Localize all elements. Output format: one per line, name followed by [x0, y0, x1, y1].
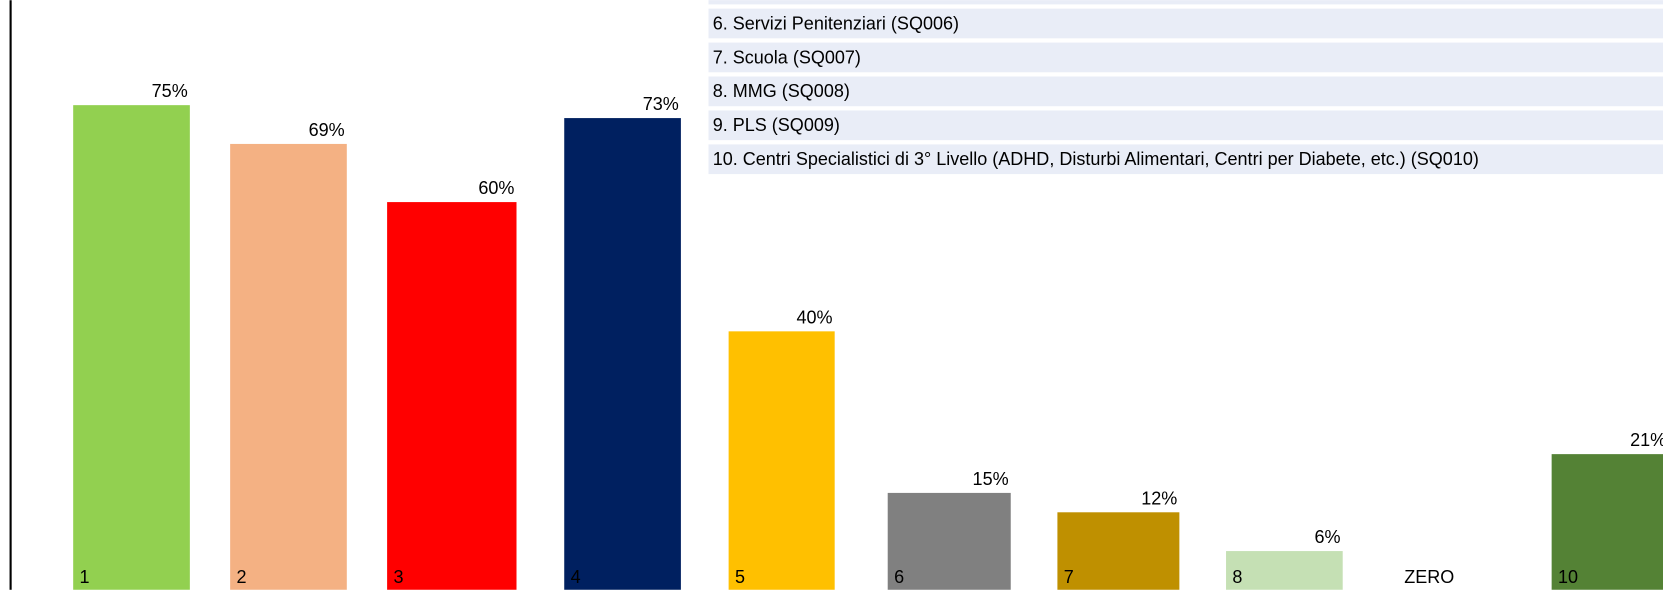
value-label: 69%: [309, 120, 345, 140]
value-label: 73%: [643, 94, 679, 114]
value-label: 40%: [796, 307, 832, 327]
x-tick-label: 5: [735, 567, 745, 587]
value-label: 60%: [478, 178, 514, 198]
x-tick-label: ZERO: [1404, 567, 1454, 587]
value-label: 6%: [1315, 527, 1341, 547]
x-tick-label: 8: [1232, 567, 1242, 587]
x-tick-label: 4: [571, 567, 581, 587]
bar: [887, 492, 1011, 590]
bar: [564, 118, 681, 590]
legend-row: [708, 42, 1663, 73]
value-label: 12%: [1141, 488, 1177, 508]
bar: [73, 105, 190, 590]
value-label: 75%: [152, 81, 188, 101]
legend-row-partial: [708, 0, 1663, 5]
legend-row: [708, 8, 1663, 39]
bar: [387, 202, 517, 590]
x-tick-label: 1: [80, 567, 90, 587]
bar: [1551, 454, 1663, 590]
value-label: 15%: [973, 469, 1009, 489]
bar: [728, 331, 835, 590]
x-tick-label: 2: [237, 567, 247, 587]
legend-label: 9. PLS (SQ009): [713, 115, 840, 135]
legend-row: [708, 76, 1663, 107]
legend-label: 7. Scuola (SQ007): [713, 47, 861, 67]
x-tick-label: 7: [1064, 567, 1074, 587]
legend-label: 8. MMG (SQ008): [713, 81, 850, 101]
chart-area: 6. Servizi Penitenziari (SQ006) 7. Scuola…: [9, 0, 1663, 590]
legend-label: 6. Servizi Penitenziari (SQ006): [713, 13, 959, 33]
bar: [1226, 551, 1343, 590]
x-tick-label: 10: [1558, 567, 1578, 587]
value-label: 21%: [1630, 430, 1663, 450]
x-tick-label: 3: [393, 567, 403, 587]
x-tick-label: 6: [894, 567, 904, 587]
legend-row: [708, 144, 1663, 175]
bar: [1057, 512, 1180, 590]
bar: [230, 143, 347, 590]
legend-row: [708, 110, 1663, 141]
legend-label: 10. Centri Specialistici di 3° Livello (…: [713, 149, 1479, 169]
